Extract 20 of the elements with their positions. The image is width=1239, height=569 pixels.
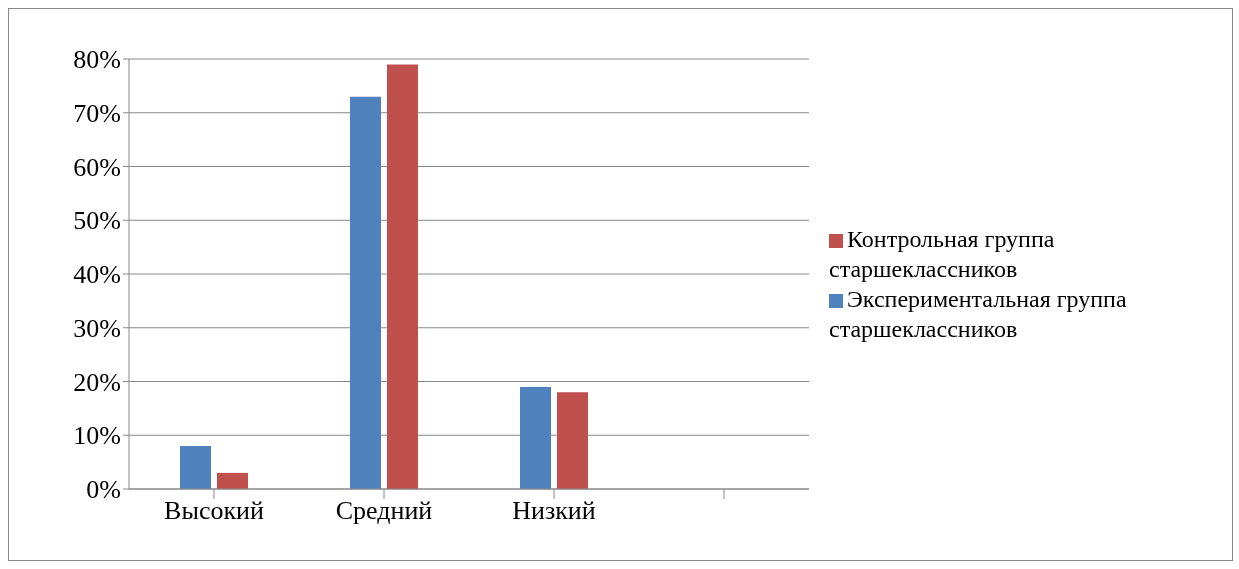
y-tick-label: 70% bbox=[73, 98, 121, 128]
y-tick-label: 80% bbox=[73, 45, 121, 75]
bar bbox=[520, 386, 551, 489]
y-tick-label: 30% bbox=[73, 313, 121, 343]
bar bbox=[350, 96, 381, 489]
x-tick-label: Высокий bbox=[164, 496, 264, 526]
legend-label: Экспериментальная группа старшеклассников bbox=[829, 286, 1127, 342]
y-tick-label: 50% bbox=[73, 206, 121, 236]
y-tick-label: 10% bbox=[73, 421, 121, 451]
x-tick-label: Низкий bbox=[512, 496, 596, 526]
legend-label: Контрольная группа старшеклассников bbox=[829, 226, 1055, 282]
bar bbox=[180, 446, 211, 489]
bar bbox=[387, 64, 418, 489]
y-tick-label: 40% bbox=[73, 260, 121, 290]
y-tick-label: 20% bbox=[73, 367, 121, 397]
x-tick-label: Средний bbox=[335, 496, 433, 526]
y-tick-label: 60% bbox=[73, 152, 121, 182]
bar bbox=[217, 472, 248, 489]
y-tick-label: 0% bbox=[86, 475, 121, 505]
bar bbox=[557, 392, 588, 489]
